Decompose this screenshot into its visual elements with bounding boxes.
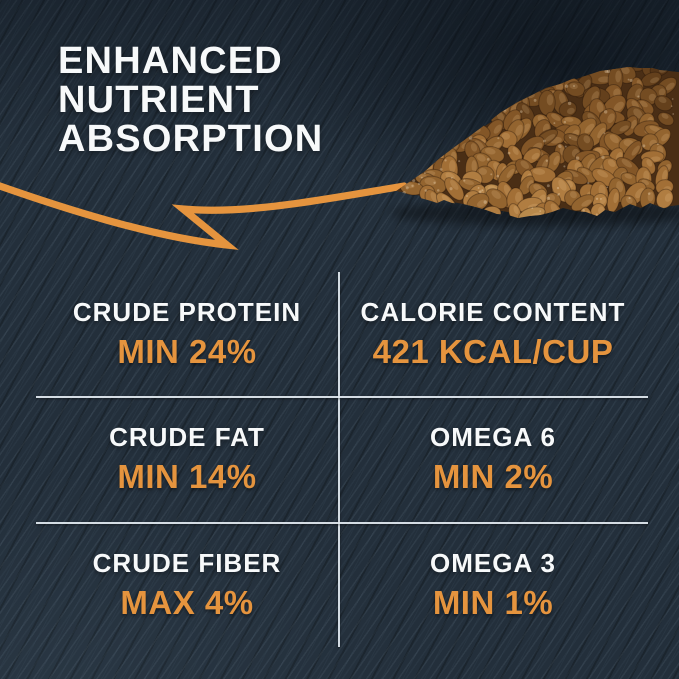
stat-value-calorie-content: 421 KCAL/CUP: [372, 333, 614, 370]
table-divider-horizontal-2: [36, 522, 648, 524]
stat-value-crude-fat: MIN 14%: [117, 458, 257, 495]
table-divider-horizontal-1: [36, 396, 648, 398]
stat-value-crude-fiber: MAX 4%: [120, 583, 254, 621]
headline-line-2: NUTRIENT: [58, 79, 260, 121]
nutrition-table: CRUDE PROTEIN MIN 24% CALORIE CONTENT 42…: [36, 272, 648, 647]
headline-line-1: ENHANCED: [58, 40, 283, 82]
headline-line-3: ABSORPTION: [58, 118, 324, 160]
stat-label-crude-protein: CRUDE PROTEIN: [72, 297, 302, 327]
stat-label-omega-6: OMEGA 6: [430, 422, 556, 452]
nutrition-cell-omega-3: OMEGA 3 MIN 1%: [338, 522, 648, 647]
nutrition-cell-crude-fiber: CRUDE FIBER MAX 4%: [36, 522, 338, 647]
stat-value-omega-3: MIN 1%: [432, 583, 554, 621]
stat-label-calorie-content: CALORIE CONTENT: [360, 297, 626, 327]
nutrition-cell-crude-protein: CRUDE PROTEIN MIN 24%: [36, 272, 338, 396]
stat-label-crude-fiber: CRUDE FIBER: [92, 547, 282, 578]
nutrition-cell-crude-fat: CRUDE FAT MIN 14%: [36, 396, 338, 522]
nutrition-cell-omega-6: OMEGA 6 MIN 2%: [338, 396, 648, 522]
stat-value-crude-protein: MIN 24%: [117, 333, 257, 370]
stat-value-omega-6: MIN 2%: [432, 458, 554, 495]
headline: ENHANCED NUTRIENT ABSORPTION: [58, 42, 323, 159]
stat-label-omega-3: OMEGA 3: [430, 547, 556, 578]
stat-label-crude-fat: CRUDE FAT: [109, 422, 265, 452]
table-divider-vertical: [338, 272, 340, 647]
nutrition-cell-calorie-content: CALORIE CONTENT 421 KCAL/CUP: [338, 272, 648, 396]
